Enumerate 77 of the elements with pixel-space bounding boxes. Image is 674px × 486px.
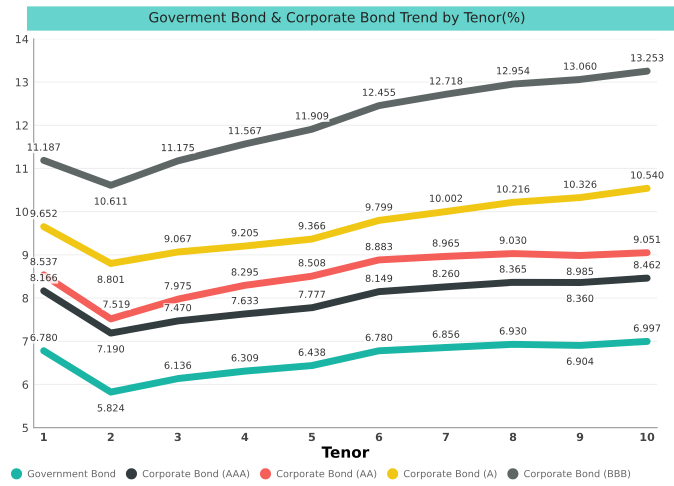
x-axis-title: Tenor [322, 446, 370, 458]
y-tick-label: 6 [22, 380, 28, 389]
data-label: 8.801 [98, 276, 124, 283]
data-label: 8.149 [366, 274, 392, 282]
data-label: 6.997 [634, 324, 660, 332]
x-tick-label: 5 [308, 432, 315, 442]
data-label: 7.190 [98, 345, 124, 353]
data-label: 11.175 [162, 144, 194, 152]
data-label: 11.909 [296, 112, 328, 120]
legend-label: Government Bond [28, 470, 116, 478]
data-label: 12.718 [430, 77, 462, 85]
data-label: 7.519 [103, 300, 130, 308]
data-label: 6.904 [566, 358, 594, 365]
y-tick-label: 7 [22, 337, 28, 346]
x-tick-label: 7 [442, 432, 449, 441]
data-label: 7.633 [232, 296, 258, 304]
data-label: 6.930 [500, 327, 526, 335]
data-label: 8.166 [30, 274, 58, 282]
chart-title: Goverment Bond & Corporate Bond Trend by Tenor(%) [149, 12, 524, 26]
data-label: 6.780 [30, 334, 58, 342]
data-label: 9.799 [366, 203, 392, 211]
data-label: 10.611 [94, 197, 127, 205]
data-label: 12.455 [363, 88, 396, 96]
x-tick-label: 9 [576, 432, 584, 442]
data-label: 8.883 [366, 242, 392, 250]
data-label: 11.187 [28, 143, 60, 151]
data-label: 9.067 [164, 234, 191, 242]
y-tick-label: 8 [22, 294, 28, 302]
legend-label: Corporate Bond (AA) [276, 470, 376, 480]
data-label: 8.295 [232, 268, 258, 276]
legend-label: Corporate Bond (AAA) [142, 470, 250, 480]
data-label: 9.051 [634, 236, 660, 243]
data-label: 11.567 [228, 126, 262, 134]
y-tick-label: 5 [22, 424, 28, 432]
y-tick-label: 12 [16, 121, 28, 130]
x-tick-label: 8 [510, 432, 516, 442]
x-tick-label: 3 [174, 432, 181, 442]
x-tick-label: 10 [640, 432, 654, 442]
data-label: 7.777 [298, 290, 325, 298]
data-label: 6.136 [164, 362, 192, 369]
data-label: 7.470 [164, 304, 192, 312]
data-label: 6.856 [432, 330, 460, 338]
data-label: 7.975 [164, 282, 191, 290]
data-label: 8.360 [566, 294, 594, 302]
legend-label: Corporate Bond (BBB) [524, 470, 630, 480]
data-label: 8.985 [566, 268, 594, 276]
data-label: 13.060 [564, 62, 596, 70]
y-tick-label: 13 [16, 78, 28, 86]
x-tick-label: 4 [242, 432, 248, 441]
legend-label: Corporate Bond (A) [404, 470, 496, 480]
x-tick-label: 2 [108, 432, 114, 441]
data-label: 9.652 [30, 210, 57, 218]
data-label: 6.780 [366, 334, 392, 342]
data-label: 10.216 [497, 185, 530, 193]
data-label: 9.205 [232, 228, 258, 236]
data-label: 5.824 [98, 404, 124, 412]
y-tick-label: 10 [16, 208, 28, 216]
y-tick-label: 14 [16, 35, 28, 44]
data-label: 10.002 [430, 194, 462, 202]
data-label: 8.965 [432, 239, 460, 247]
data-label: 10.326 [564, 180, 596, 188]
x-tick-label: 6 [376, 432, 382, 442]
y-tick-label: 9 [22, 250, 28, 260]
data-label: 6.309 [232, 354, 258, 362]
data-label: 6.438 [298, 348, 326, 356]
y-tick-label: 11 [16, 164, 28, 173]
data-label: 8.537 [30, 258, 57, 266]
data-label: 8.260 [432, 270, 460, 278]
data-label: 9.366 [298, 222, 326, 230]
data-label: 8.508 [298, 259, 326, 266]
data-label: 10.540 [631, 171, 664, 179]
data-label: 9.030 [500, 236, 526, 244]
data-label: 8.365 [500, 265, 526, 273]
data-label: 12.954 [497, 67, 530, 74]
data-label: 13.253 [631, 54, 664, 62]
data-label: 8.462 [634, 261, 660, 268]
x-tick-label: 1 [41, 432, 47, 441]
